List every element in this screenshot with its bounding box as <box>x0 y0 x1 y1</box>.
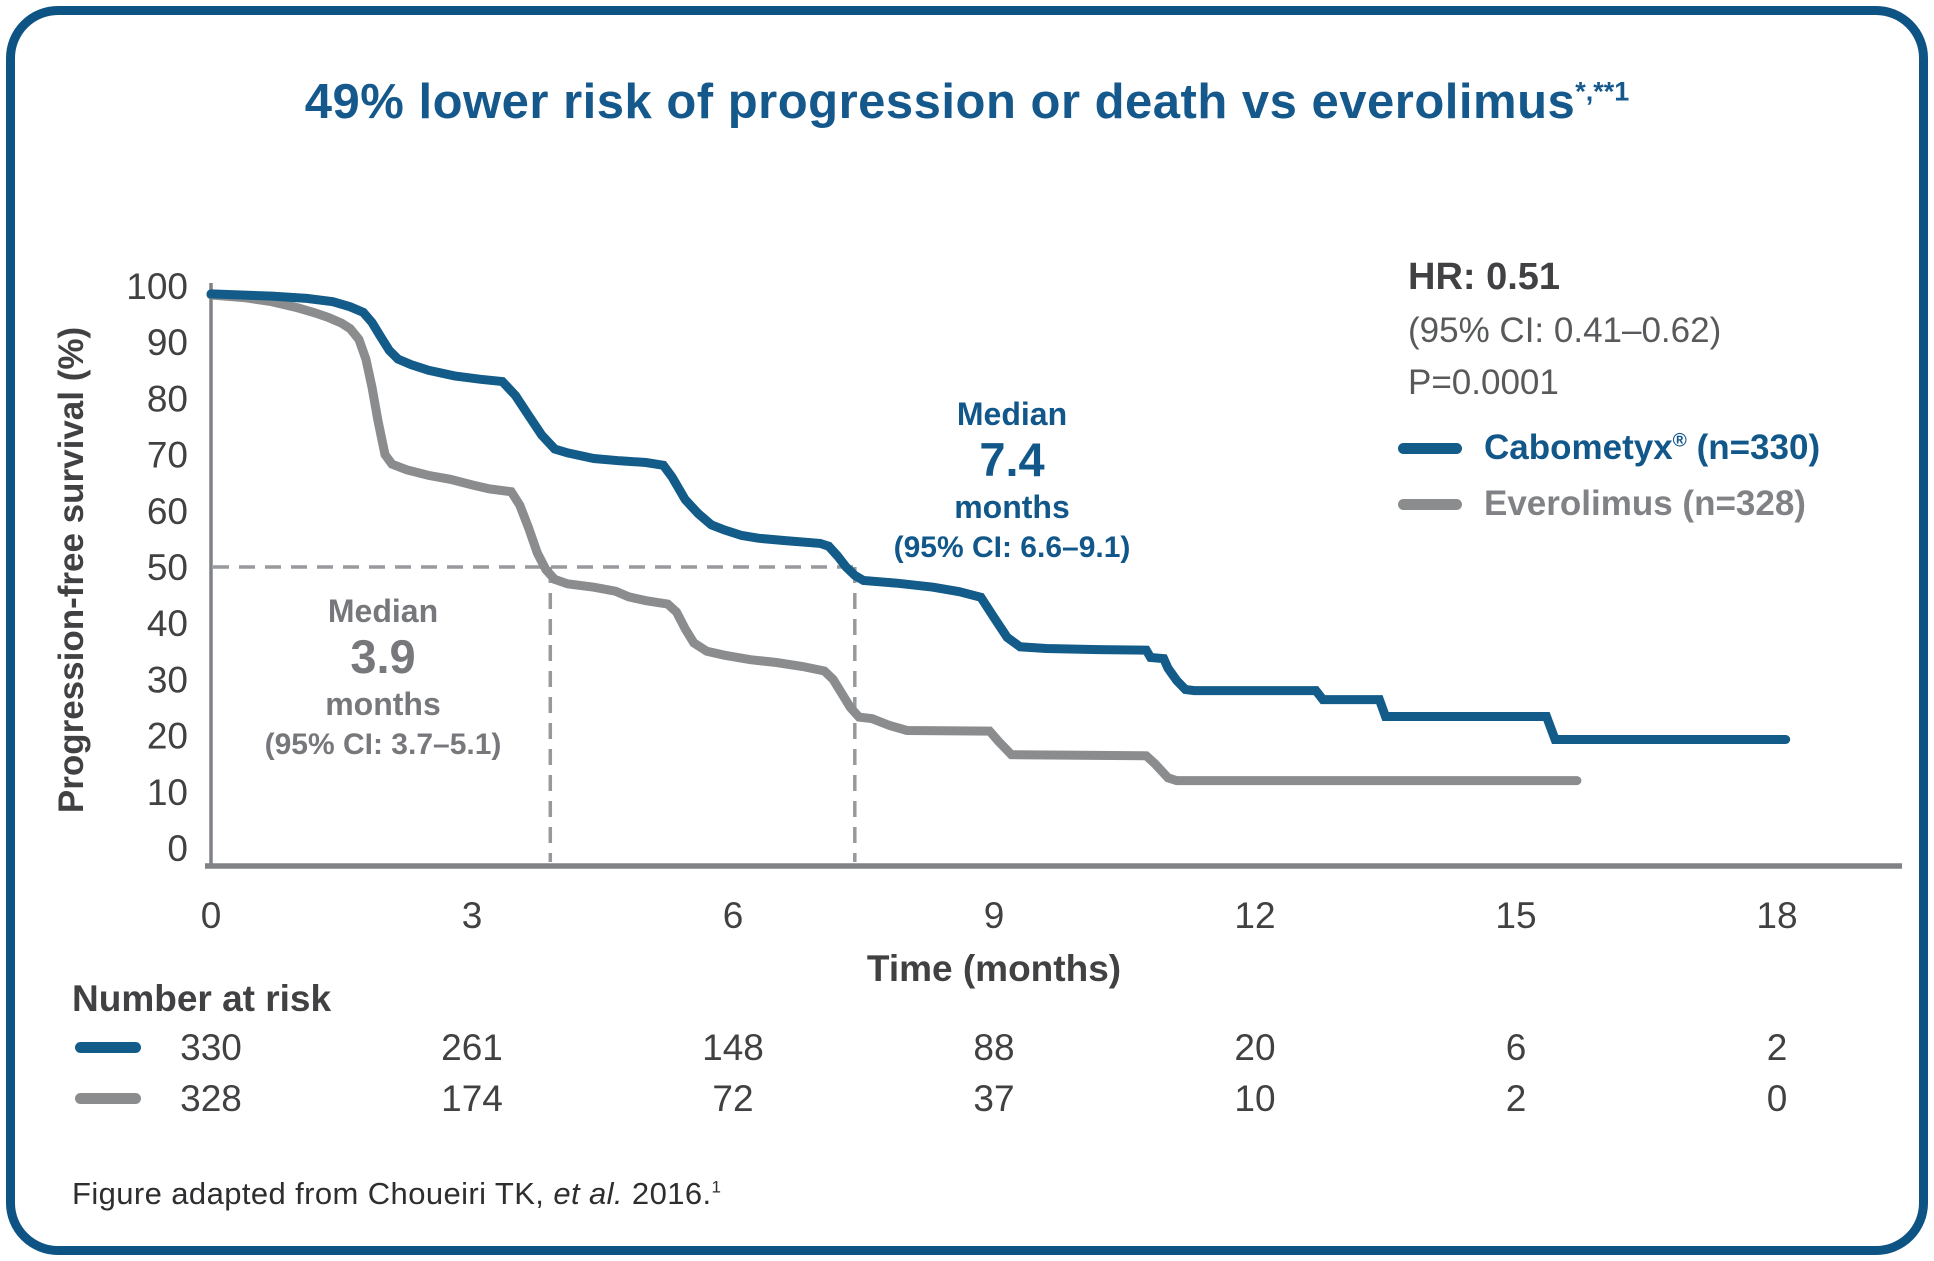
y-tick-label: 50 <box>147 547 188 588</box>
everolimus-median-annotation: Median 3.9 months (95% CI: 3.7–5.1) <box>163 590 603 765</box>
legend-item-everolimus: Everolimus (n=328) <box>1398 476 1820 532</box>
y-axis-title: Progression-free survival (%) <box>52 326 91 814</box>
risk-row-everolimus: 328 174 72 37 10 2 0 <box>0 1078 1934 1119</box>
everolimus-median-value: 3.9 <box>350 630 416 684</box>
risk-value: 2 <box>1505 1078 1527 1119</box>
x-tick-label: 6 <box>723 895 744 936</box>
y-tick-label: 10 <box>147 772 188 813</box>
legend: Cabometyx® (n=330) Everolimus (n=328) <box>1398 420 1820 532</box>
x-tick-label: 15 <box>1495 895 1536 936</box>
cabometyx-median-unit: months <box>954 488 1070 525</box>
footnote: Figure adapted from Choueiri TK, et al. … <box>72 1176 722 1211</box>
x-tick-label: 3 <box>462 895 483 936</box>
x-tick-label: 9 <box>984 895 1005 936</box>
risk-value: 10 <box>1234 1078 1276 1119</box>
y-tick-label: 70 <box>147 435 188 476</box>
page-title-superscript: *,**1 <box>1575 76 1630 107</box>
risk-value: 328 <box>180 1078 242 1119</box>
risk-value: 6 <box>1505 1027 1527 1068</box>
y-tick-label: 80 <box>147 378 188 419</box>
legend-item-cabometyx: Cabometyx® (n=330) <box>1398 420 1820 476</box>
page-title-text: 49% lower risk of progression or death v… <box>304 75 1576 129</box>
risk-value: 72 <box>712 1078 754 1119</box>
risk-value: 20 <box>1234 1027 1276 1068</box>
y-tick-label: 0 <box>167 828 188 869</box>
cabometyx-line-swatch <box>1398 442 1462 454</box>
risk-row-cabometyx: 330 261 148 88 20 6 2 <box>0 1027 1934 1068</box>
cabometyx-median-annotation: Median 7.4 months (95% CI: 6.6–9.1) <box>792 393 1232 568</box>
cabometyx-median-label: Median <box>956 396 1068 432</box>
registered-trademark-icon: ® <box>1672 430 1687 452</box>
cabometyx-risk-swatch <box>75 1042 141 1053</box>
risk-value: 88 <box>973 1027 1015 1068</box>
risk-value: 0 <box>1766 1078 1788 1119</box>
everolimus-risk-swatch <box>75 1093 141 1104</box>
x-tick-label: 18 <box>1756 895 1797 936</box>
page-title: 49% lower risk of progression or death v… <box>0 74 1934 130</box>
cabometyx-median-value: 7.4 <box>979 433 1045 487</box>
risk-value: 330 <box>180 1027 242 1068</box>
y-tick-label: 90 <box>147 322 188 363</box>
everolimus-median-ci: (95% CI: 3.7–5.1) <box>264 728 502 762</box>
y-tick-label: 100 <box>126 266 188 307</box>
everolimus-legend-label: Everolimus (n=328) <box>1484 484 1806 523</box>
hazard-ratio-value: HR: 0.51 <box>1408 256 1561 298</box>
hazard-ratio-ci: (95% CI: 0.41–0.62) <box>1408 311 1722 351</box>
risk-value: 37 <box>973 1078 1015 1119</box>
everolimus-median-unit: months <box>325 685 441 722</box>
number-at-risk-heading: Number at risk <box>72 978 332 1019</box>
risk-value: 261 <box>441 1027 503 1068</box>
cabometyx-legend-label: Cabometyx® (n=330) <box>1484 428 1821 467</box>
x-tick-label: 12 <box>1234 895 1275 936</box>
y-tick-label: 60 <box>147 491 188 532</box>
x-tick-label: 0 <box>201 895 222 936</box>
risk-value: 148 <box>702 1027 764 1068</box>
cabometyx-median-ci: (95% CI: 6.6–9.1) <box>893 531 1131 565</box>
everolimus-median-label: Median <box>327 593 439 629</box>
risk-value: 174 <box>441 1078 503 1119</box>
p-value: P=0.0001 <box>1408 362 1559 402</box>
hazard-ratio-block: HR: 0.51 (95% CI: 0.41–0.62) P=0.0001 <box>1408 250 1721 408</box>
everolimus-line-swatch <box>1398 498 1462 510</box>
x-axis-title: Time (months) <box>866 948 1122 989</box>
risk-value: 2 <box>1766 1027 1788 1068</box>
